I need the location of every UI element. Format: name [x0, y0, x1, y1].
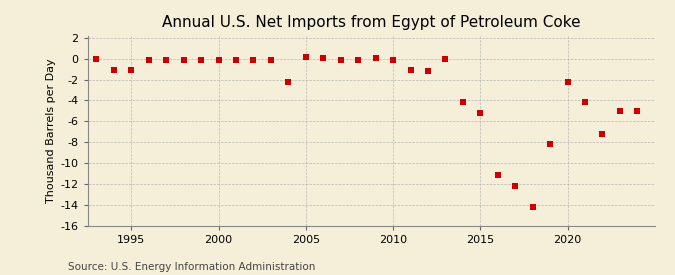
Point	[580, 100, 591, 105]
Point	[387, 57, 398, 62]
Point	[196, 57, 207, 62]
Point	[300, 54, 311, 59]
Point	[405, 68, 416, 72]
Point	[597, 131, 608, 136]
Point	[632, 109, 643, 113]
Point	[178, 57, 189, 62]
Point	[527, 205, 538, 209]
Point	[231, 57, 242, 62]
Point	[492, 173, 503, 178]
Point	[143, 57, 154, 62]
Point	[510, 184, 520, 188]
Point	[440, 56, 451, 61]
Point	[126, 68, 137, 72]
Point	[161, 57, 171, 62]
Point	[109, 68, 119, 72]
Point	[318, 56, 329, 60]
Point	[475, 111, 486, 115]
Point	[370, 56, 381, 60]
Point	[213, 57, 224, 62]
Point	[458, 100, 468, 105]
Point	[423, 69, 433, 73]
Point	[545, 142, 556, 146]
Point	[283, 79, 294, 84]
Point	[614, 109, 625, 113]
Point	[353, 57, 364, 62]
Text: Source: U.S. Energy Information Administration: Source: U.S. Energy Information Administ…	[68, 262, 315, 272]
Point	[248, 57, 259, 62]
Point	[335, 57, 346, 62]
Point	[265, 57, 276, 62]
Y-axis label: Thousand Barrels per Day: Thousand Barrels per Day	[47, 58, 57, 203]
Point	[562, 79, 573, 84]
Point	[91, 56, 102, 61]
Title: Annual U.S. Net Imports from Egypt of Petroleum Coke: Annual U.S. Net Imports from Egypt of Pe…	[162, 15, 580, 31]
